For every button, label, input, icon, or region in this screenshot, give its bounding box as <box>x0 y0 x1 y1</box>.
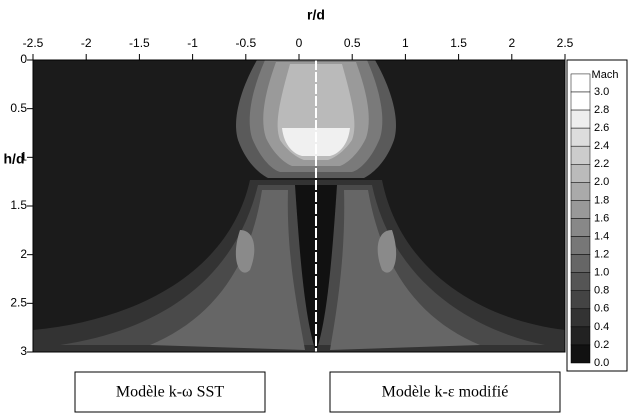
colorbar-label: 2.2 <box>594 158 609 170</box>
colorbar-swatch <box>570 326 591 346</box>
colorbar-label: 2.4 <box>594 140 609 152</box>
y-tick-label: 3 <box>20 344 27 358</box>
colorbar-swatch <box>570 145 591 165</box>
colorbar-label: 2.8 <box>594 104 609 116</box>
contour-field <box>33 60 565 352</box>
y-axis-label: h/d <box>4 151 25 167</box>
colorbar-swatch <box>570 236 591 255</box>
plume-left <box>150 190 305 350</box>
colorbar-swatch <box>570 182 591 201</box>
colorbar-swatch <box>570 344 591 364</box>
colorbar-label: 3.0 <box>594 86 609 98</box>
x-tick-label: -2.5 <box>23 36 44 50</box>
y-tick-label: 1.5 <box>10 198 27 212</box>
plume-right <box>330 190 480 350</box>
colorbar-swatch <box>570 164 591 183</box>
annotation: Modèle k-ω SST <box>116 384 225 401</box>
colorbar-label: 1.6 <box>594 212 609 224</box>
x-tick-label: 2.5 <box>557 36 574 50</box>
x-tick-label: -1 <box>187 36 198 50</box>
annotation-box <box>329 371 561 413</box>
y-tick-label: 2.5 <box>10 296 27 310</box>
colorbar-swatch <box>570 254 591 273</box>
y-tick-label: 1 <box>20 150 27 164</box>
x-tick-label: -2 <box>81 36 92 50</box>
x-tick-label: -0.5 <box>235 36 256 50</box>
x-axis-label: r/d <box>307 7 325 23</box>
x-tick-label: 1 <box>402 36 409 50</box>
x-tick-label: -1.5 <box>129 36 150 50</box>
colorbar-label: 0.4 <box>594 321 609 333</box>
annotation-box <box>74 371 266 413</box>
x-tick-label: 0.5 <box>344 36 361 50</box>
colorbar-label: 2.0 <box>594 176 609 188</box>
colorbar-label: 0.8 <box>594 285 609 297</box>
annotation: Modèle k-ε modifié <box>382 384 509 401</box>
colorbar-label: 1.0 <box>594 267 609 279</box>
colorbar-swatch <box>570 109 591 129</box>
x-tick-label: 1.5 <box>450 36 467 50</box>
colorbar-swatch <box>570 127 591 147</box>
colorbar-swatch <box>570 290 591 310</box>
y-tick-label: 2 <box>20 247 27 261</box>
colorbar-label: 0.0 <box>594 357 609 369</box>
colorbar-swatch <box>570 200 591 219</box>
y-tick-label: 0 <box>20 52 27 66</box>
colorbar-swatch <box>570 218 591 237</box>
colorbar-label: 0.2 <box>594 339 609 351</box>
y-tick-label: 0.5 <box>10 101 27 115</box>
colorbar-label: 1.4 <box>594 230 609 242</box>
colorbar-swatch <box>570 73 591 93</box>
x-tick-label: 0 <box>296 36 303 50</box>
colorbar-label: 2.6 <box>594 122 609 134</box>
x-tick-label: 2 <box>508 36 515 50</box>
colorbar-swatch <box>570 308 591 328</box>
colorbar-label: 1.8 <box>594 194 609 206</box>
colorbar-label: 1.2 <box>594 249 609 261</box>
colorbar-swatch <box>570 272 591 291</box>
colorbar-title: Mach <box>592 69 619 81</box>
colorbar-label: 0.6 <box>594 303 609 315</box>
colorbar-swatch <box>570 91 591 111</box>
